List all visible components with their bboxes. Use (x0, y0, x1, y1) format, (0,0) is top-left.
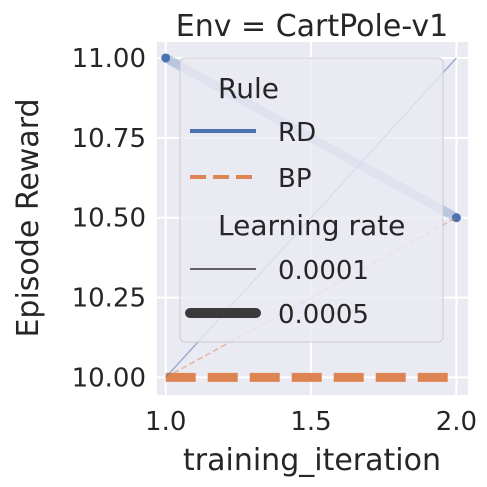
x-axis-label: training_iteration (183, 443, 441, 478)
legend-title-rule: Rule (218, 72, 279, 105)
legend-label-rd: RD (278, 118, 316, 148)
series-point (161, 53, 171, 63)
x-tick-label: 1.5 (290, 407, 331, 437)
x-tick-label: 2.0 (436, 407, 477, 437)
y-tick-label: 10.00 (72, 363, 146, 393)
x-tick-labels: 1.0 1.5 2.0 (145, 407, 477, 437)
legend: Rule RD BP Learning rate 0.0001 0.0005 (179, 57, 444, 343)
y-tick-label: 10.25 (72, 284, 146, 314)
chart-title: Env = CartPole-v1 (176, 9, 448, 44)
legend-label-lr-large: 0.0005 (278, 300, 369, 330)
legend-label-lr-small: 0.0001 (278, 256, 369, 286)
legend-label-bp: BP (278, 164, 312, 194)
y-tick-label: 11.00 (72, 44, 146, 74)
legend-title-learning-rate: Learning rate (218, 209, 405, 242)
y-axis-label: Episode Reward (11, 98, 46, 337)
y-tick-labels: 10.00 10.25 10.50 10.75 11.00 (72, 44, 146, 393)
x-tick-label: 1.0 (145, 407, 186, 437)
y-tick-label: 10.75 (72, 124, 146, 154)
y-tick-label: 10.50 (72, 204, 146, 234)
series-point (451, 213, 461, 223)
